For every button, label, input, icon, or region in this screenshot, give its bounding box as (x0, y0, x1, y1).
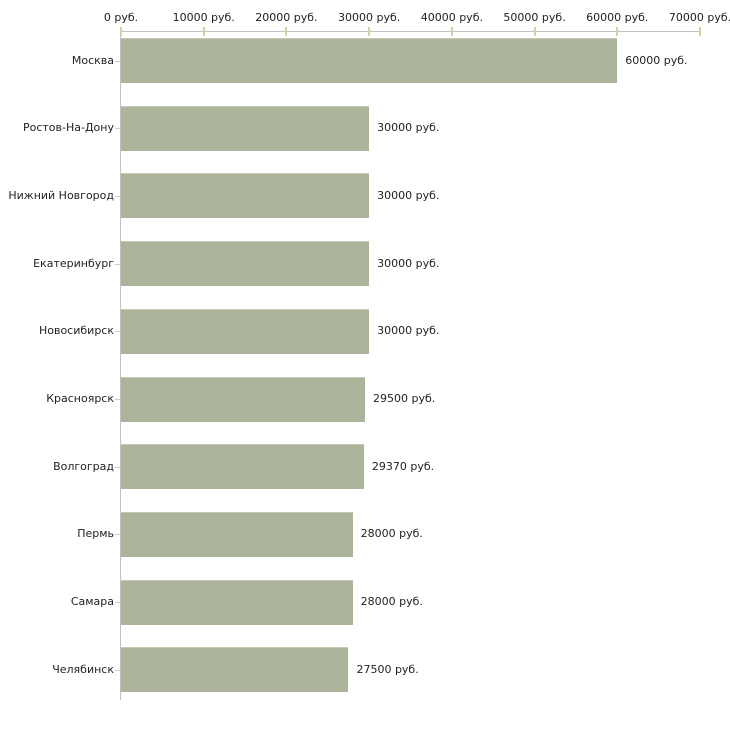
category-label: Москва (71, 53, 114, 67)
value-label: 30000 руб. (377, 324, 440, 338)
x-tick-label: 30000 руб. (338, 11, 401, 24)
value-label: 29500 руб. (373, 392, 436, 405)
x-tick-label: 20000 руб. (255, 11, 318, 24)
bar (121, 38, 618, 83)
category-label: Ростов-На-Дону (22, 121, 114, 135)
bar (121, 579, 353, 625)
category-label: Пермь (77, 527, 114, 541)
x-tick-label: 60000 руб. (586, 11, 649, 24)
category-label: Волгоград (53, 459, 114, 473)
x-tick-mark (202, 27, 205, 36)
category-label: Челябинск (52, 662, 114, 676)
x-tick-mark (699, 27, 701, 36)
y-tick-mark (115, 195, 120, 197)
value-label: 28000 руб. (360, 595, 423, 609)
bar (121, 376, 365, 422)
x-tick-mark (285, 27, 288, 36)
value-label: 27500 руб. (356, 662, 419, 676)
y-tick-mark (115, 399, 120, 400)
x-tick-mark (368, 27, 371, 36)
x-tick-label: 0 руб. (103, 11, 139, 24)
x-tick-mark (120, 27, 122, 36)
y-tick-mark (115, 128, 120, 130)
y-tick-mark (115, 331, 120, 333)
value-label: 30000 руб. (377, 256, 440, 270)
y-tick-mark (115, 466, 120, 468)
y-tick-mark (115, 602, 120, 604)
value-label: 28000 руб. (360, 527, 423, 541)
x-tick-label: 50000 руб. (503, 11, 566, 24)
x-tick-label: 40000 руб. (420, 11, 483, 24)
category-label: Самара (70, 595, 114, 609)
bar (121, 241, 370, 287)
bar (121, 647, 349, 693)
x-tick-mark (533, 27, 536, 36)
x-axis-line (121, 31, 701, 32)
category-label: Нижний Новгород (8, 188, 114, 202)
y-tick-mark (115, 60, 120, 62)
value-label: 29370 руб. (371, 459, 435, 473)
y-tick-mark (115, 263, 120, 265)
bar (121, 511, 353, 557)
y-tick-mark (115, 534, 120, 536)
x-tick-label: 10000 руб. (172, 11, 235, 24)
category-label: Екатеринбург (33, 256, 114, 270)
x-tick-mark (616, 27, 619, 36)
x-tick-label: 70000 руб. (668, 11, 730, 24)
bar (121, 173, 370, 219)
bar (121, 105, 370, 151)
category-label: Красноярск (46, 392, 114, 405)
value-label: 30000 руб. (377, 188, 440, 202)
y-axis-line (120, 31, 121, 700)
value-label: 30000 руб. (377, 121, 440, 135)
y-tick-mark (115, 669, 120, 671)
category-label: Новосибирск (38, 324, 114, 338)
value-label: 60000 руб. (625, 53, 688, 67)
bar (121, 444, 364, 490)
bar (121, 308, 370, 354)
x-tick-mark (450, 27, 453, 36)
